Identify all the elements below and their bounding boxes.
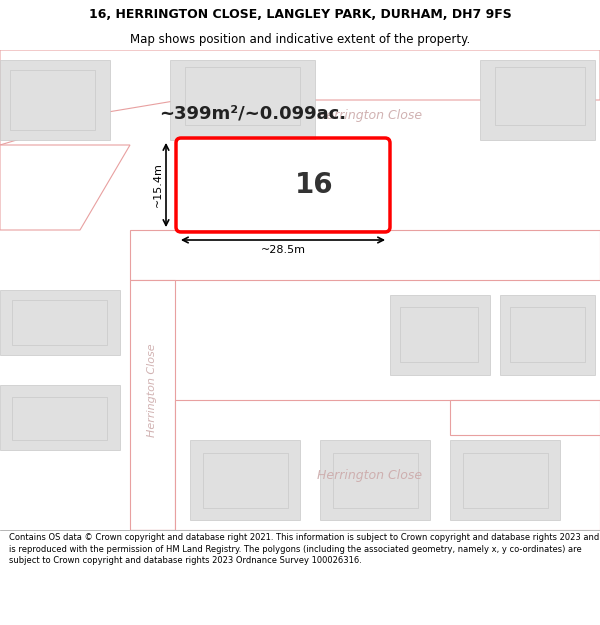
Polygon shape	[0, 145, 130, 230]
Bar	[495, 67, 585, 125]
Bar	[203, 453, 288, 508]
Text: Herrington Close: Herrington Close	[317, 109, 422, 121]
Bar	[320, 440, 430, 520]
Text: Contains OS data © Crown copyright and database right 2021. This information is : Contains OS data © Crown copyright and d…	[9, 533, 599, 566]
Text: 16, HERRINGTON CLOSE, LANGLEY PARK, DURHAM, DH7 9FS: 16, HERRINGTON CLOSE, LANGLEY PARK, DURH…	[89, 8, 511, 21]
Bar	[12, 300, 107, 345]
Bar	[10, 70, 95, 130]
Text: ~28.5m: ~28.5m	[260, 245, 305, 255]
Bar	[390, 295, 490, 375]
Polygon shape	[130, 280, 175, 530]
Bar	[190, 440, 300, 520]
Polygon shape	[0, 50, 600, 145]
Text: ~15.4m: ~15.4m	[153, 162, 163, 208]
Polygon shape	[130, 230, 600, 280]
Bar	[400, 307, 478, 362]
Bar	[215, 163, 295, 215]
Bar	[0, 385, 120, 450]
Bar	[510, 307, 585, 362]
Polygon shape	[450, 400, 600, 435]
Bar	[0, 290, 120, 355]
Bar	[185, 67, 300, 125]
Polygon shape	[130, 400, 600, 530]
Text: Herrington Close: Herrington Close	[317, 469, 422, 481]
Text: Map shows position and indicative extent of the property.: Map shows position and indicative extent…	[130, 32, 470, 46]
Text: 16: 16	[295, 171, 334, 199]
Bar	[178, 140, 388, 230]
Bar	[500, 295, 595, 375]
Bar	[480, 60, 595, 140]
Bar	[463, 453, 548, 508]
Text: Herrington Close: Herrington Close	[147, 343, 157, 437]
Bar	[170, 60, 315, 140]
Bar	[450, 440, 560, 520]
Bar	[12, 397, 107, 440]
Bar	[0, 60, 110, 140]
Text: ~399m²/~0.099ac.: ~399m²/~0.099ac.	[160, 104, 347, 122]
Bar	[333, 453, 418, 508]
